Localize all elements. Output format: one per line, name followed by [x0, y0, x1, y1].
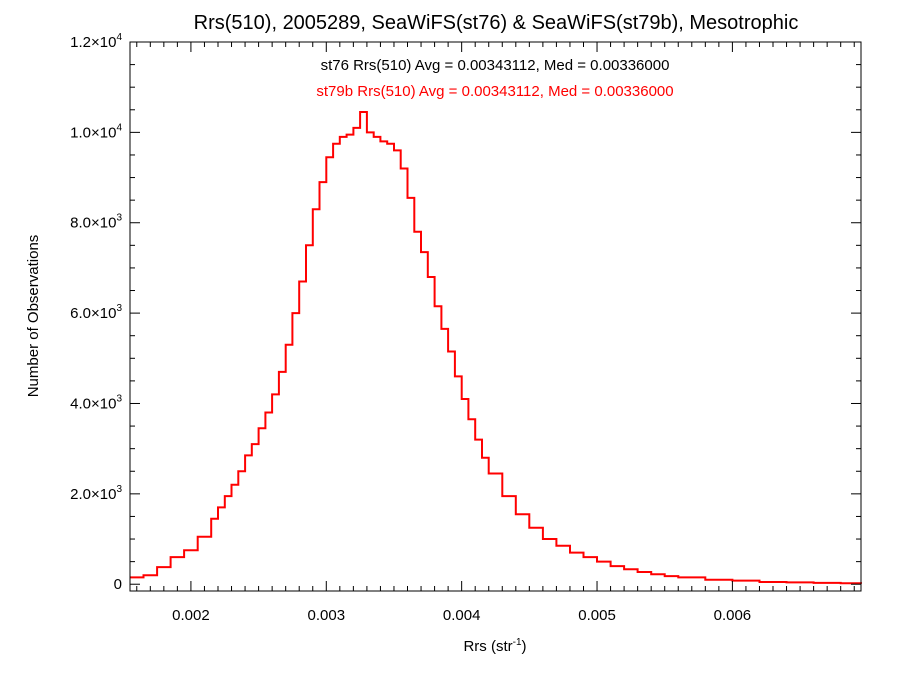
- x-tick-label: 0.004: [443, 607, 481, 624]
- series-line-0: [130, 111, 862, 585]
- y-tick-label-text: 1.2×10: [70, 34, 116, 51]
- y-tick-label-exponent: 3: [116, 393, 122, 404]
- x-tick-label: 0.005: [578, 607, 616, 624]
- y-tick-label-text: 2.0×10: [70, 486, 116, 503]
- x-axis-label-suffix: ): [522, 638, 527, 655]
- y-tick-label-exponent: 4: [116, 122, 122, 133]
- y-tick-label: 0: [114, 576, 122, 593]
- y-tick-label-exponent: 4: [116, 32, 122, 43]
- y-tick-label-exponent: 3: [116, 484, 122, 495]
- annotation-0: st76 Rrs(510) Avg = 0.00343112, Med = 0.…: [321, 57, 670, 74]
- y-tick-label: 2.0×103: [70, 484, 122, 503]
- plot-frame: [129, 41, 862, 592]
- y-tick-label: 4.0×103: [70, 393, 122, 412]
- x-axis: 0.002 0.003 0.004 0.005 0.006: [136, 42, 855, 624]
- chart-title: Rrs(510), 2005289, SeaWiFS(st76) & SeaWi…: [194, 12, 799, 34]
- y-tick-label-text: 8.0×10: [70, 215, 116, 232]
- x-axis-label-superscript: -1: [513, 637, 522, 648]
- y-tick-label-exponent: 3: [116, 213, 122, 224]
- y-tick-label-text: 1.0×10: [70, 124, 116, 141]
- chart-annotations: st76 Rrs(510) Avg = 0.00343112, Med = 0.…: [316, 57, 673, 100]
- y-tick-label: 1.2×104: [70, 32, 122, 51]
- y-tick-label: 8.0×103: [70, 213, 122, 232]
- y-tick-label: 1.0×104: [70, 122, 122, 141]
- y-tick-label: 6.0×103: [70, 303, 122, 322]
- x-axis-label-text: Rrs (str: [463, 638, 512, 655]
- y-tick-label-text: 0: [114, 576, 122, 593]
- y-axis-label: Number of Observations: [25, 235, 42, 398]
- y-tick-label-text: 6.0×10: [70, 305, 116, 322]
- y-tick-label-text: 4.0×10: [70, 395, 116, 412]
- x-tick-label: 0.003: [308, 607, 346, 624]
- x-axis-label: Rrs (str-1): [463, 637, 526, 655]
- plot-area: [130, 111, 862, 585]
- y-axis: 02.0×1034.0×1036.0×1038.0×1031.0×1041.2×…: [70, 32, 861, 593]
- x-tick-label: 0.002: [172, 607, 210, 624]
- y-tick-label-exponent: 3: [116, 303, 122, 314]
- x-tick-label: 0.006: [714, 607, 752, 624]
- annotation-1: st79b Rrs(510) Avg = 0.00343112, Med = 0…: [316, 83, 673, 100]
